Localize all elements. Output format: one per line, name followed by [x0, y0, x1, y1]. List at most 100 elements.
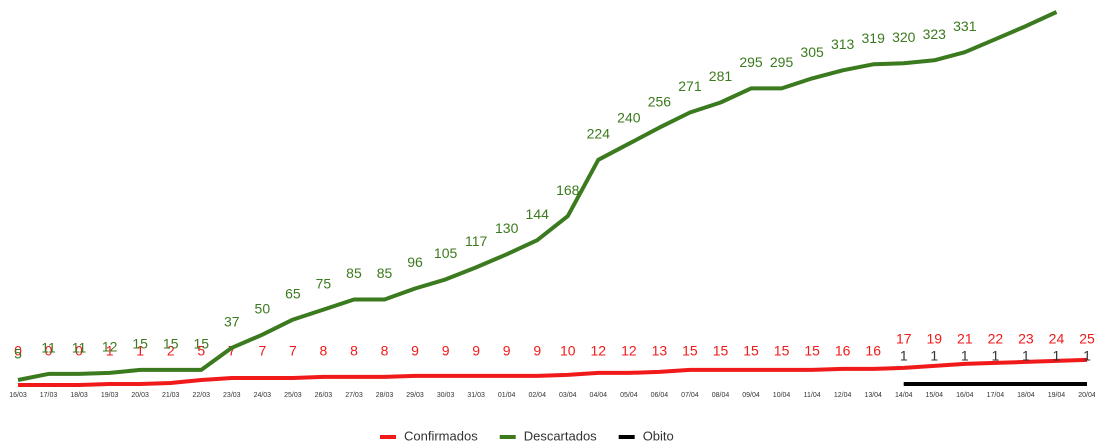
x-tick-label: 12/04 [834, 392, 852, 399]
x-tick-label: 21/03 [162, 392, 180, 399]
data-label: 130 [495, 220, 519, 236]
data-label: 16 [835, 343, 851, 359]
data-label: 7 [289, 343, 297, 359]
data-label: 5 [14, 346, 22, 362]
data-label: 0 [75, 343, 83, 359]
data-label: 305 [800, 44, 824, 60]
x-tick-label: 05/04 [620, 392, 638, 399]
data-label: 2 [167, 343, 175, 359]
x-tick-label: 10/04 [773, 392, 791, 399]
data-label: 22 [988, 331, 1004, 347]
data-label: 8 [381, 343, 389, 359]
line-confirmados [18, 357, 1088, 387]
data-label: 8 [320, 343, 328, 359]
x-tick-label: 30/03 [437, 392, 455, 399]
data-label: 85 [377, 265, 393, 281]
x-tick-label: 23/03 [223, 392, 241, 399]
data-label: 5 [197, 343, 205, 359]
data-label: 12 [591, 343, 607, 359]
x-tick-label: 15/04 [926, 392, 944, 399]
data-label: 1 [136, 343, 144, 359]
x-tick-label: 13/04 [864, 392, 882, 399]
data-label: 21 [957, 331, 973, 347]
data-label: 295 [770, 54, 794, 70]
data-label: 15 [132, 336, 148, 352]
data-label: 0 [45, 343, 53, 359]
data-label: 9 [411, 343, 419, 359]
data-label: 1 [106, 343, 114, 359]
data-label: 313 [831, 36, 855, 52]
line-descartados [17, 10, 1058, 382]
data-label: 15 [193, 336, 209, 352]
data-label: 1 [900, 348, 908, 364]
data-label: 8 [350, 343, 358, 359]
data-label: 10 [560, 343, 576, 359]
data-label: 16 [865, 343, 881, 359]
data-label: 15 [804, 343, 820, 359]
x-tick-label: 20/03 [131, 392, 149, 399]
data-label: 17 [896, 331, 912, 347]
data-label: 23 [1018, 331, 1034, 347]
data-label: 323 [923, 26, 947, 42]
x-tick-label: 19/03 [101, 392, 119, 399]
data-label: 12 [102, 339, 118, 355]
data-label: 320 [892, 29, 916, 45]
data-label: 19 [926, 331, 942, 347]
x-tick-label: 25/03 [284, 392, 302, 399]
data-label: 105 [434, 245, 458, 261]
x-tick-label: 07/04 [681, 392, 699, 399]
data-label: 1 [1022, 348, 1030, 364]
x-tick-label: 01/04 [498, 392, 516, 399]
x-tick-label: 04/04 [590, 392, 608, 399]
x-tick-label: 03/04 [559, 392, 577, 399]
x-tick-label: 22/03 [192, 392, 210, 399]
data-label: 271 [678, 78, 702, 94]
data-label: 25 [1079, 331, 1095, 347]
data-label: 240 [617, 109, 641, 125]
data-label: 117 [465, 233, 488, 249]
x-tick-label: 27/03 [345, 392, 363, 399]
x-tick-label: 06/04 [651, 392, 669, 399]
data-label: 24 [1049, 331, 1065, 347]
legend-label: Obito [643, 428, 674, 443]
x-tick-label: 02/04 [528, 392, 546, 399]
data-label: 15 [743, 343, 759, 359]
data-label: 15 [682, 343, 698, 359]
legend-label: Confirmados [404, 428, 478, 443]
data-label: 13 [652, 343, 668, 359]
data-label: 295 [739, 54, 763, 70]
data-label: 9 [503, 343, 511, 359]
data-label: 144 [526, 206, 550, 222]
data-label: 11 [41, 340, 56, 356]
data-label: 168 [556, 182, 580, 198]
x-tick-label: 17/04 [987, 392, 1005, 399]
data-label: 1 [991, 348, 999, 364]
x-tick-label: 18/04 [1017, 392, 1035, 399]
data-label: 281 [709, 68, 733, 84]
data-label: 11 [72, 340, 87, 356]
data-label: 15 [774, 343, 790, 359]
data-label: 65 [285, 285, 301, 301]
data-label: 1 [1083, 348, 1091, 364]
x-tick-label: 28/03 [376, 392, 394, 399]
x-tick-label: 17/03 [40, 392, 58, 399]
legend-label: Descartados [524, 428, 597, 443]
x-tick-label: 18/03 [70, 392, 88, 399]
x-tick-label: 31/03 [467, 392, 485, 399]
data-label: 0 [14, 343, 22, 359]
data-label: 256 [648, 93, 672, 109]
data-label: 12 [621, 343, 637, 359]
data-label: 1 [1053, 348, 1061, 364]
data-label: 50 [255, 300, 271, 316]
x-tick-label: 29/03 [406, 392, 424, 399]
data-label: 85 [346, 265, 362, 281]
data-label: 224 [587, 125, 611, 141]
data-label: 331 [953, 18, 977, 34]
x-tick-label: 11/04 [804, 392, 821, 399]
x-tick-label: 20/04 [1078, 392, 1095, 399]
data-label: 9 [533, 343, 541, 359]
data-label: 1 [930, 348, 938, 364]
x-tick-label: 24/03 [254, 392, 272, 399]
data-label: 96 [407, 254, 423, 270]
